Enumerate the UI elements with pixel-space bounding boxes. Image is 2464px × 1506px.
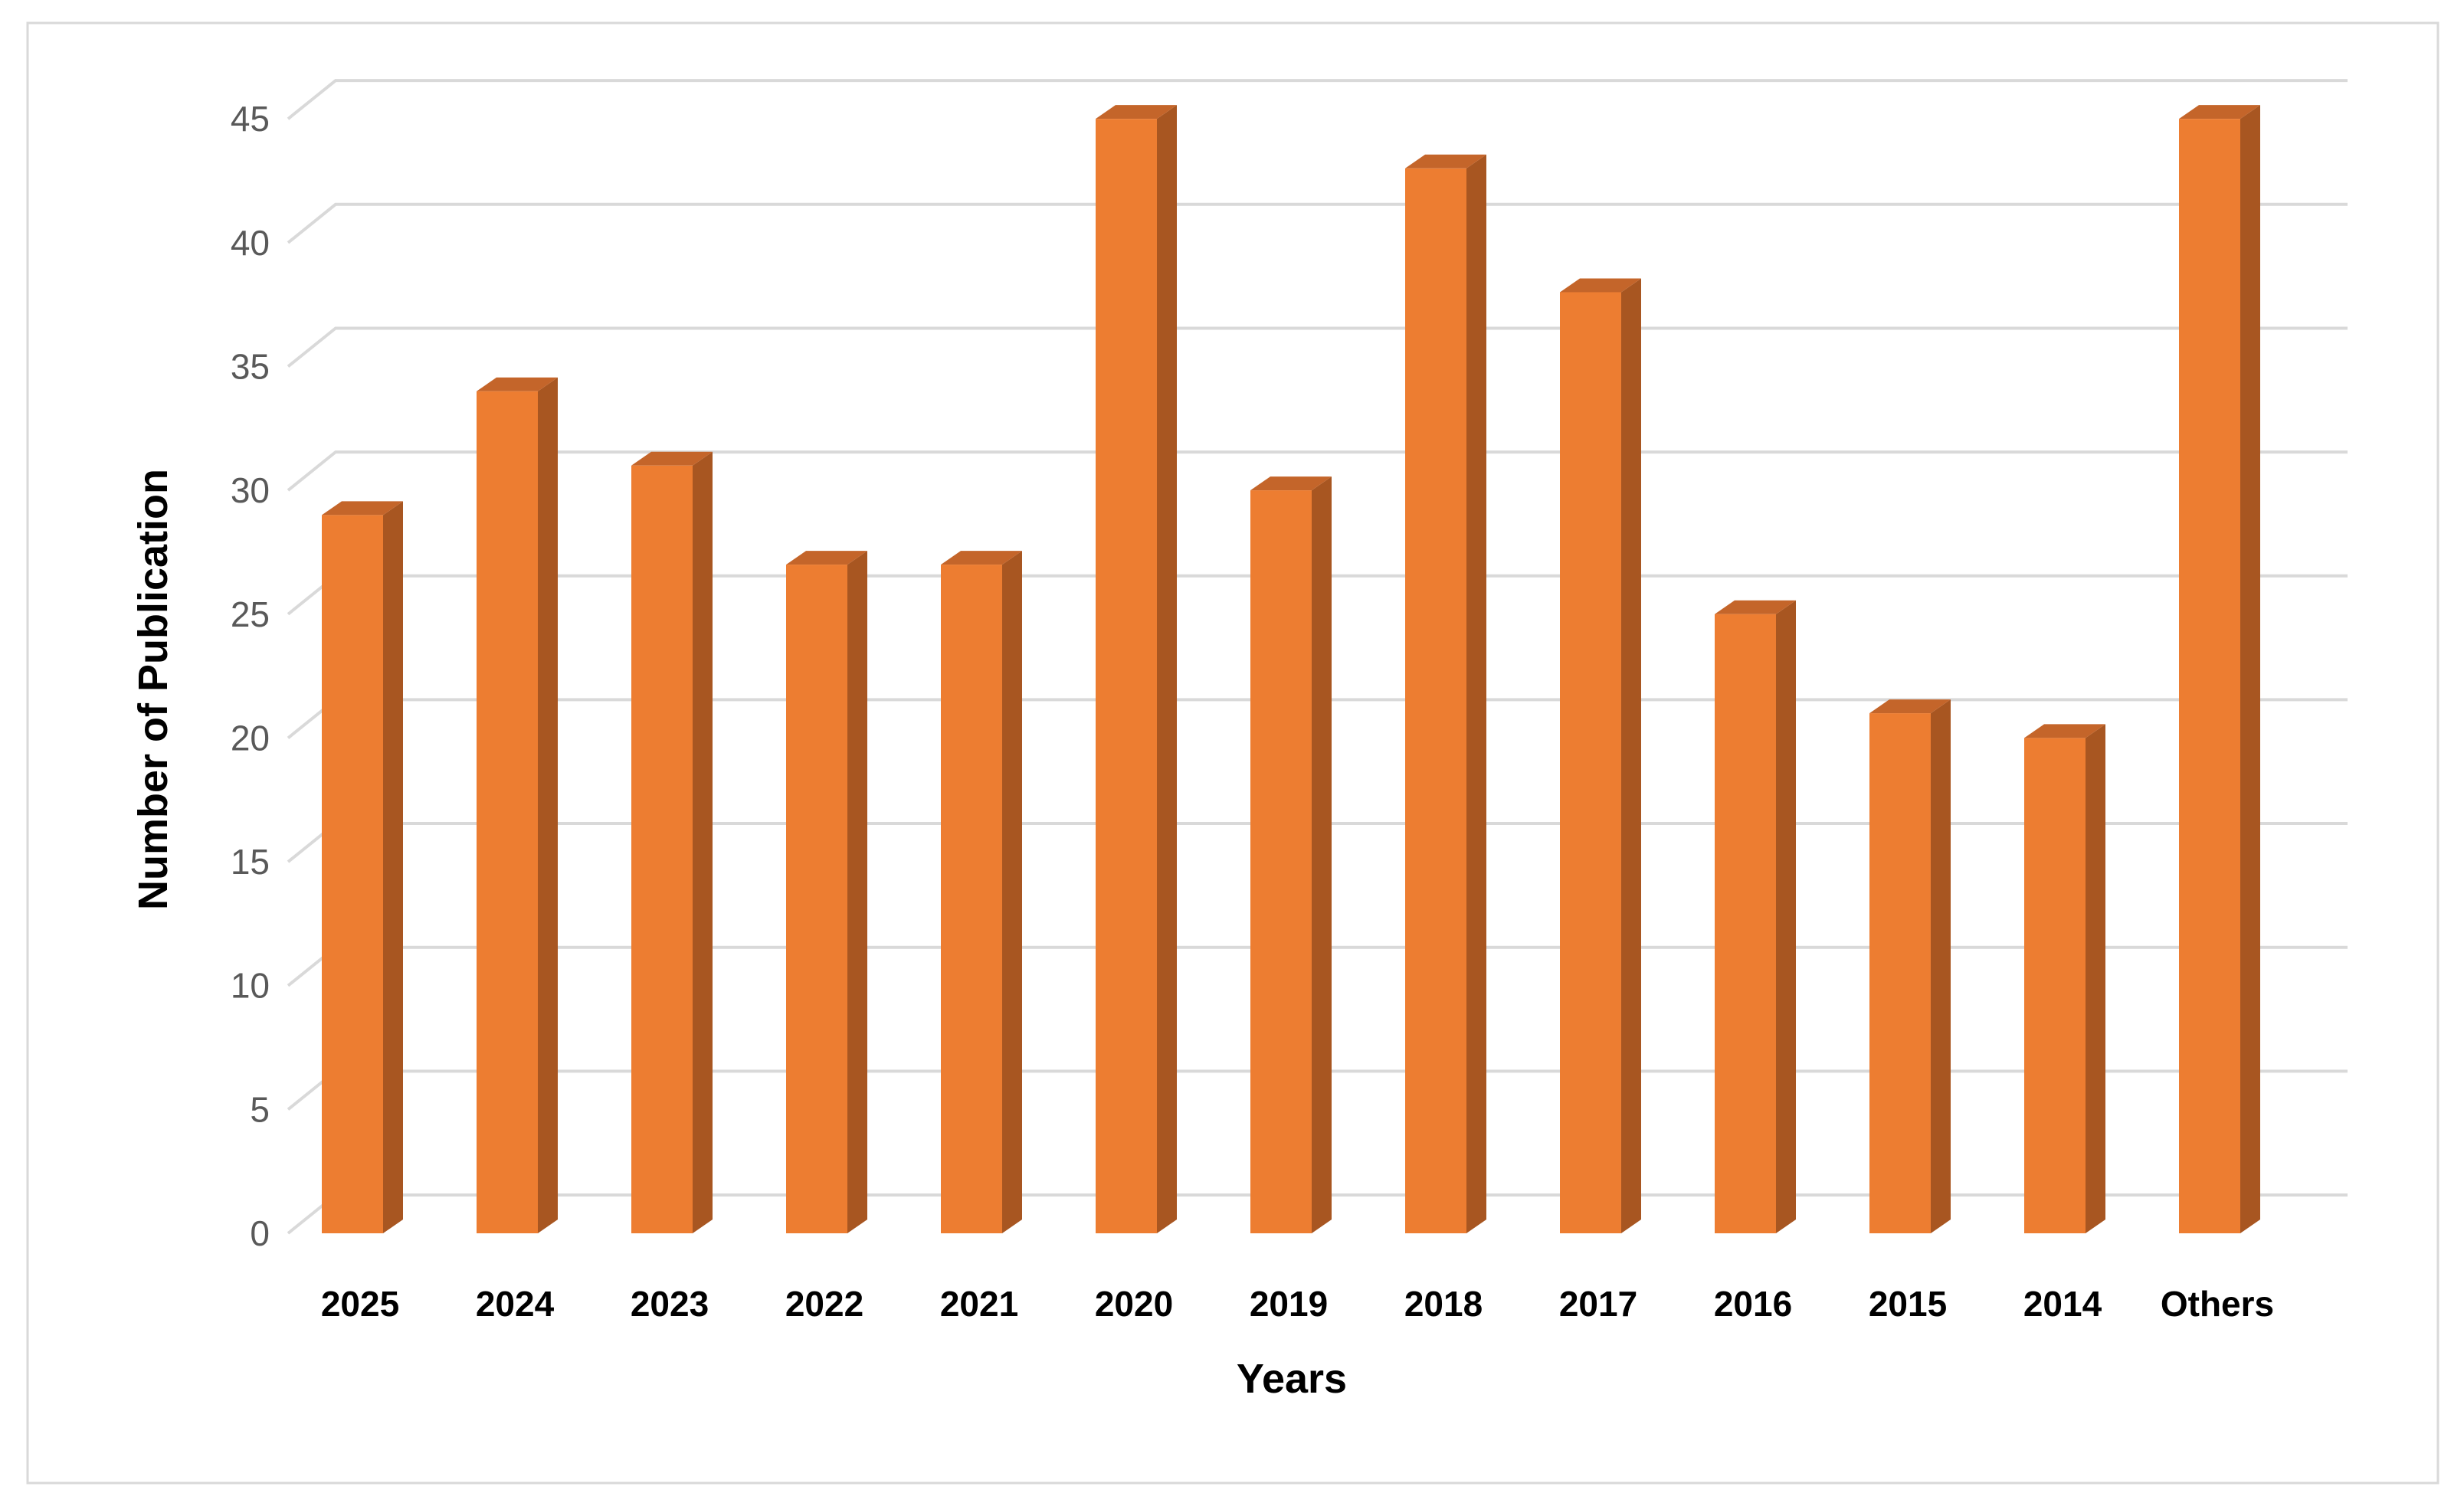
gridlines xyxy=(287,79,2348,1235)
bar xyxy=(941,551,1022,1233)
x-tick-label: 2020 xyxy=(1095,1284,1173,1324)
x-tick-label: Others xyxy=(2161,1284,2274,1324)
y-tick-label: 5 xyxy=(250,1089,270,1129)
bar xyxy=(322,501,403,1233)
bar xyxy=(2179,105,2260,1233)
bar-side xyxy=(538,377,558,1233)
x-tick-label: 2021 xyxy=(940,1284,1018,1324)
bar-side xyxy=(2240,105,2260,1233)
bar xyxy=(477,377,558,1233)
bar-top xyxy=(941,551,1022,565)
bar xyxy=(786,551,867,1233)
bar-side xyxy=(1776,600,1796,1233)
x-tick-label: 2015 xyxy=(1869,1284,1947,1324)
y-tick-label: 45 xyxy=(231,99,270,139)
bar-side xyxy=(1931,699,1951,1233)
y-tick-label: 30 xyxy=(231,470,270,510)
bar-front xyxy=(477,391,538,1233)
x-tick-label: 2025 xyxy=(321,1284,399,1324)
x-tick-label: 2016 xyxy=(1714,1284,1792,1324)
bar xyxy=(1405,154,1486,1233)
bar xyxy=(2024,724,2105,1233)
y-axis-ticks: 0 5 10 15 20 25 30 35 40 45 xyxy=(231,99,270,1253)
x-tick-label: 2017 xyxy=(1559,1284,1637,1324)
x-tick-label: 2023 xyxy=(631,1284,709,1324)
x-axis-title: Years xyxy=(1237,1356,1347,1402)
bar-side xyxy=(1312,476,1332,1233)
gridline xyxy=(287,202,2348,244)
bar-side xyxy=(693,451,713,1233)
bar-side xyxy=(847,551,867,1233)
bar-front xyxy=(1869,713,1931,1233)
x-tick-label: 2014 xyxy=(2023,1284,2102,1324)
bar-top xyxy=(2024,724,2105,738)
bar-side xyxy=(1002,551,1022,1233)
bar-top xyxy=(1715,600,1796,614)
bar-side xyxy=(383,501,403,1233)
bar-front xyxy=(1560,292,1621,1234)
bar-side xyxy=(1157,105,1177,1233)
y-tick-label: 0 xyxy=(250,1213,270,1253)
bar-top xyxy=(1560,278,1641,293)
gridline xyxy=(287,326,2348,368)
bar xyxy=(1715,600,1796,1233)
bar-top xyxy=(1096,105,1177,119)
y-tick-label: 10 xyxy=(231,966,270,1006)
x-tick-label: 2018 xyxy=(1404,1284,1483,1324)
bar xyxy=(631,451,713,1233)
bar xyxy=(1250,476,1332,1233)
bar-top xyxy=(786,551,867,565)
gridline xyxy=(287,79,2348,120)
bar xyxy=(1869,699,1951,1233)
x-tick-label: 2024 xyxy=(476,1284,555,1324)
y-tick-label: 35 xyxy=(231,346,270,386)
bar-side xyxy=(2086,724,2105,1233)
bar xyxy=(1560,278,1641,1234)
bar-front xyxy=(2179,119,2240,1233)
bars xyxy=(322,105,2260,1234)
bar-front xyxy=(786,565,847,1233)
bar-front xyxy=(1250,490,1312,1233)
y-tick-label: 25 xyxy=(231,594,270,634)
y-axis-title: Number of Publication xyxy=(130,469,176,910)
bar-top xyxy=(322,501,403,516)
bar-top xyxy=(2179,105,2260,119)
bar-top xyxy=(1250,476,1332,491)
bar-front xyxy=(1405,168,1466,1233)
bar-front xyxy=(1715,614,1776,1233)
bar xyxy=(1096,105,1177,1233)
y-tick-label: 40 xyxy=(231,223,270,263)
bar-front xyxy=(941,565,1002,1233)
bar-top xyxy=(477,377,558,391)
bar-top xyxy=(631,451,713,466)
bar-front xyxy=(1096,119,1157,1233)
bar-front xyxy=(631,465,693,1233)
y-tick-label: 20 xyxy=(231,718,270,758)
bar-top xyxy=(1869,699,1951,714)
x-tick-label: 2022 xyxy=(785,1284,863,1324)
gridline xyxy=(287,450,2348,492)
bar-top xyxy=(1405,154,1486,169)
x-tick-label: 2019 xyxy=(1250,1284,1328,1324)
bar-side xyxy=(1466,154,1486,1233)
bar-front xyxy=(322,515,383,1233)
x-axis-ticks: 2025 2024 2023 2022 2021 2020 2019 2018 2017 2016… xyxy=(321,1284,2274,1324)
bar-front xyxy=(2024,738,2086,1233)
y-tick-label: 15 xyxy=(231,842,270,882)
bar-side xyxy=(1621,278,1641,1234)
